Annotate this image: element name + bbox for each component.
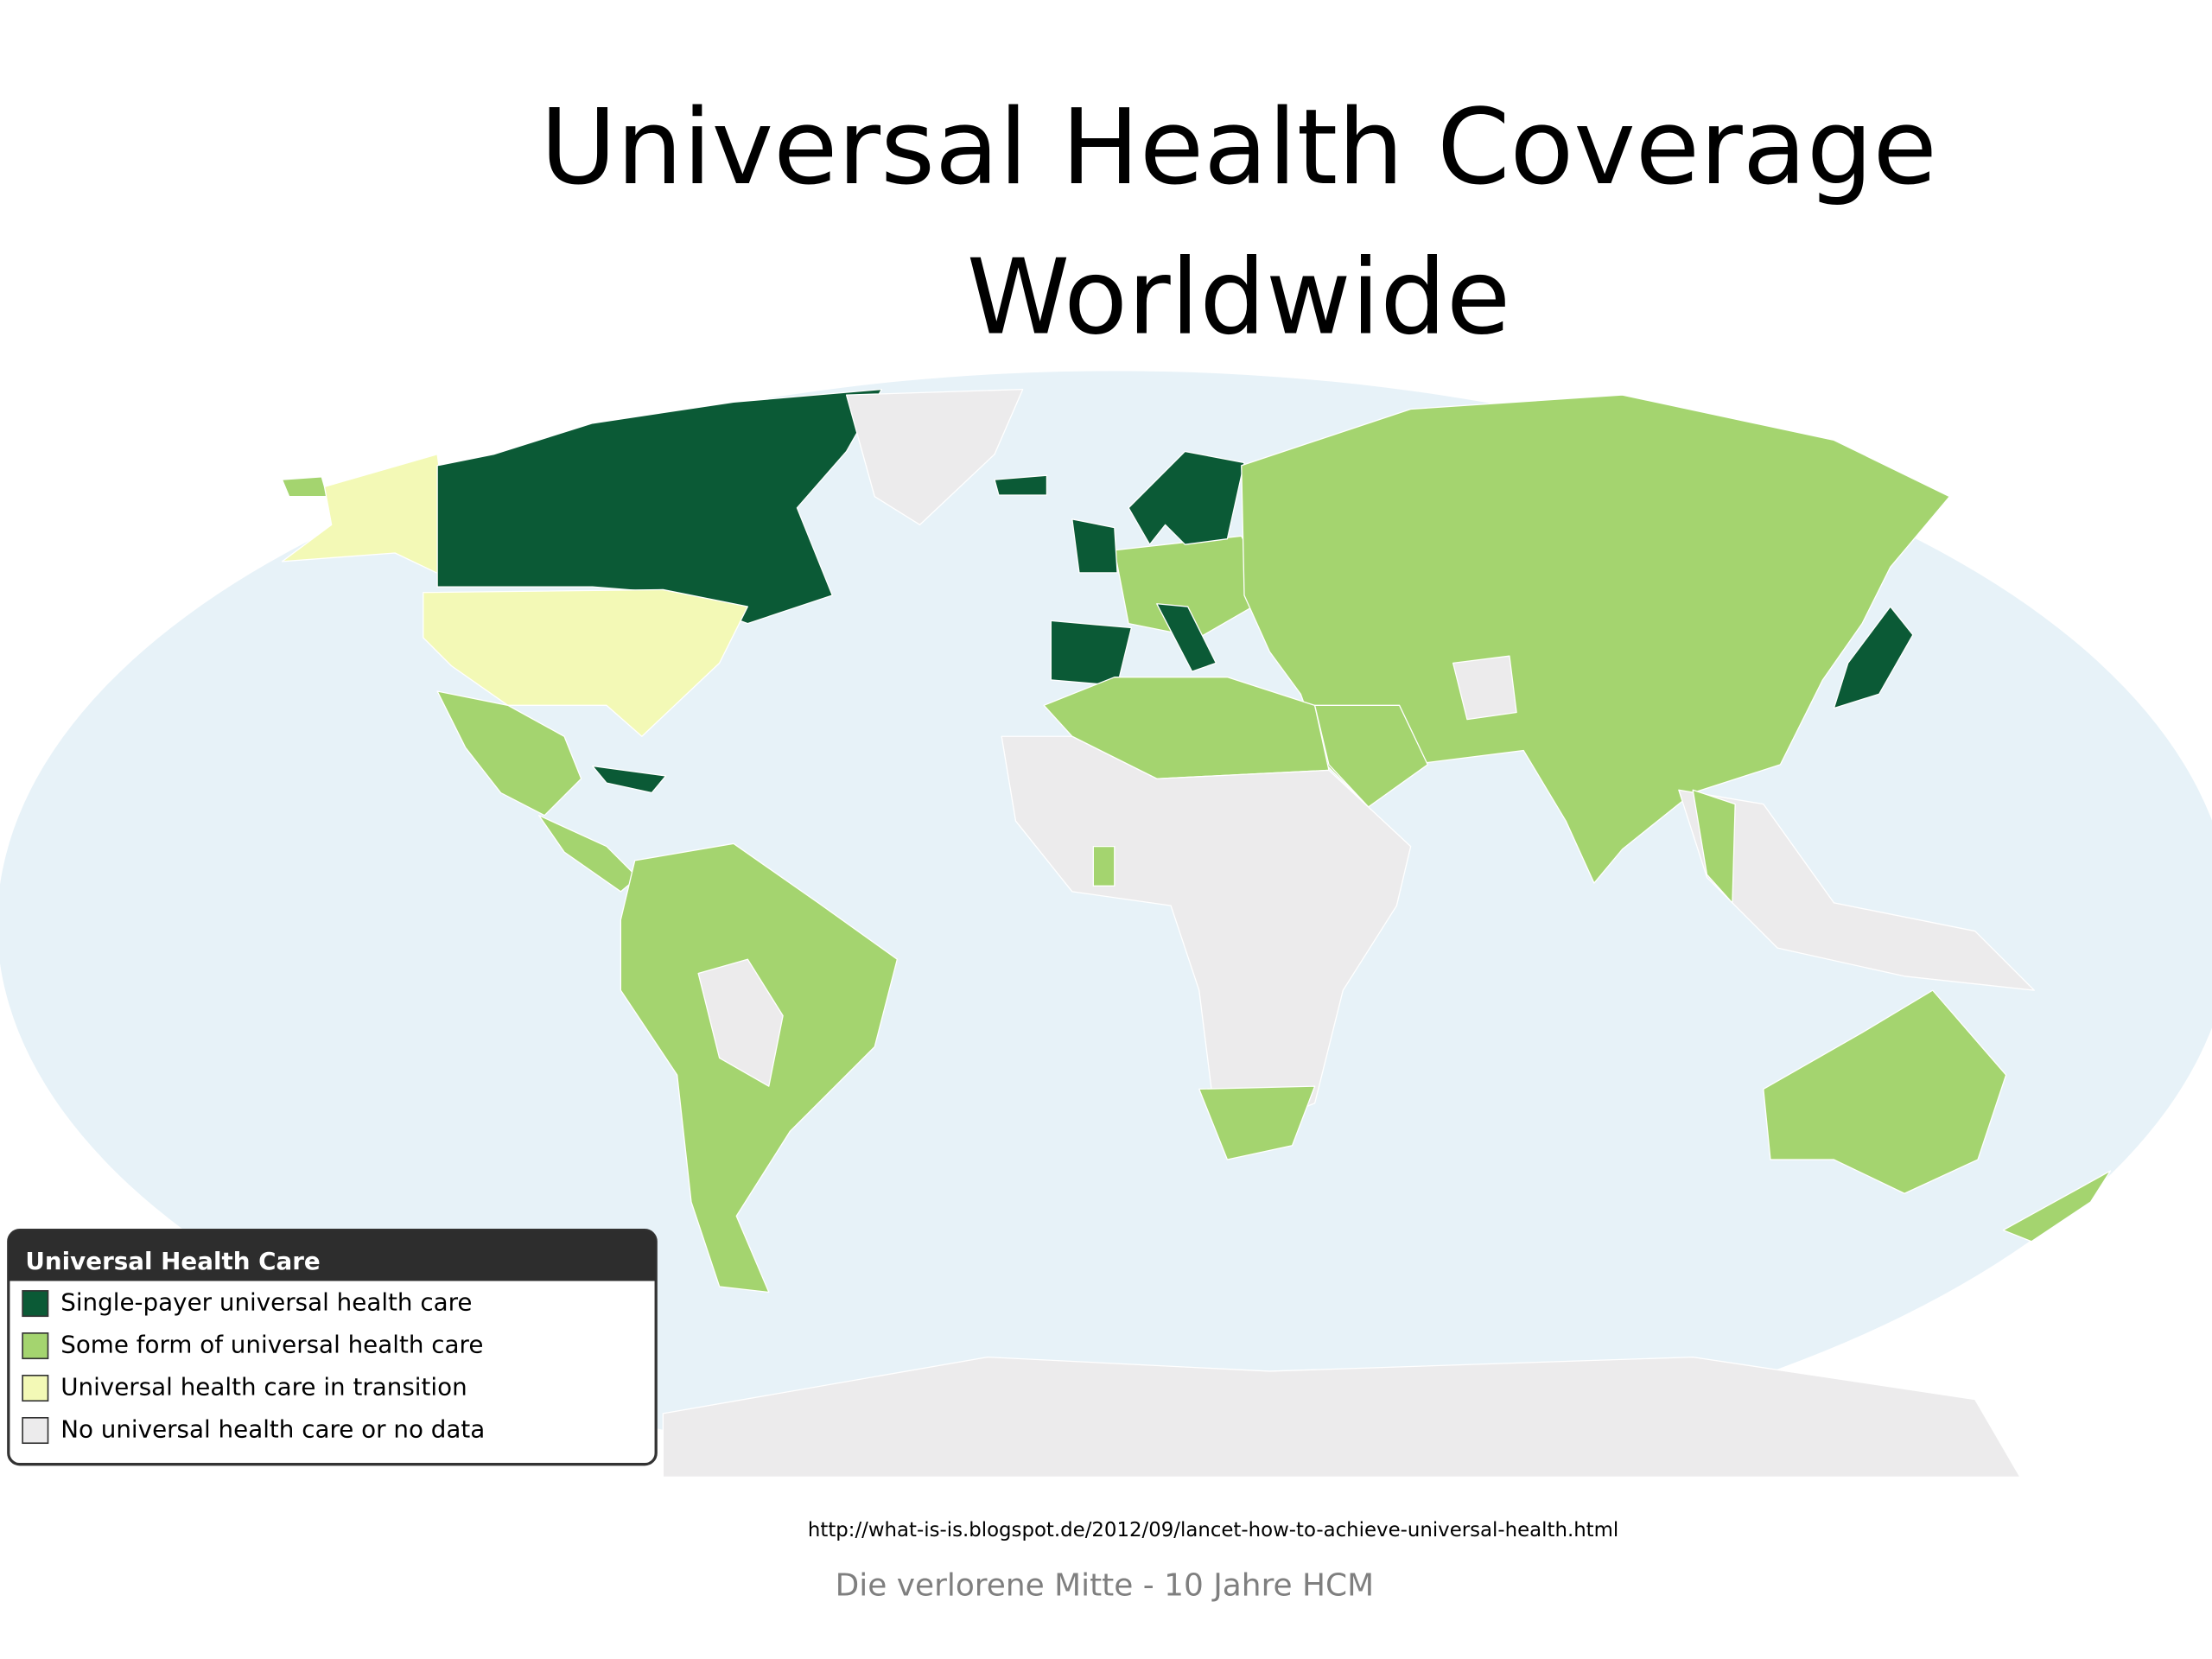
land — [436, 690, 582, 817]
legend-swatch — [22, 1375, 49, 1402]
land — [436, 388, 883, 625]
land — [697, 958, 784, 1087]
world-map — [0, 371, 2212, 1478]
land — [281, 454, 455, 582]
legend-swatch — [22, 1290, 49, 1318]
footer: Die verlorene Mitte - 10 Jahre HCM — [836, 1568, 1374, 1604]
land — [662, 1356, 2021, 1478]
land — [1092, 845, 1116, 887]
legend-label: Single-payer universal health care — [60, 1288, 472, 1317]
land — [1128, 450, 1245, 545]
legend: Universal Health Care Single-payer unive… — [7, 1229, 658, 1466]
land — [845, 388, 1024, 525]
land — [1156, 603, 1217, 672]
legend-label: No universal health care or no data — [60, 1415, 485, 1444]
legend-title: Universal Health Care — [25, 1247, 320, 1275]
land — [1763, 989, 2007, 1194]
land — [2002, 1170, 2112, 1243]
land — [1692, 789, 1736, 904]
title-line: Worldwide — [967, 237, 1511, 358]
land — [592, 765, 667, 794]
land — [1001, 735, 1412, 1133]
land — [994, 474, 1048, 496]
land — [1198, 1085, 1316, 1160]
land — [1071, 518, 1118, 574]
land — [281, 476, 328, 498]
land — [1452, 655, 1517, 721]
land — [1833, 606, 1914, 709]
title-line: Universal Health Coverage — [540, 87, 1937, 208]
legend-header — [8, 1230, 657, 1281]
legend-label: Universal health care in transition — [60, 1373, 467, 1402]
legend-label: Some form of universal health care — [60, 1331, 483, 1359]
land — [1313, 704, 1428, 808]
legend-swatch — [22, 1332, 49, 1360]
source-url: http://what-is-is.blogspot.de/2012/09/la… — [808, 1519, 1618, 1541]
legend-swatch — [22, 1417, 49, 1445]
land — [423, 588, 748, 737]
land — [1050, 620, 1133, 687]
